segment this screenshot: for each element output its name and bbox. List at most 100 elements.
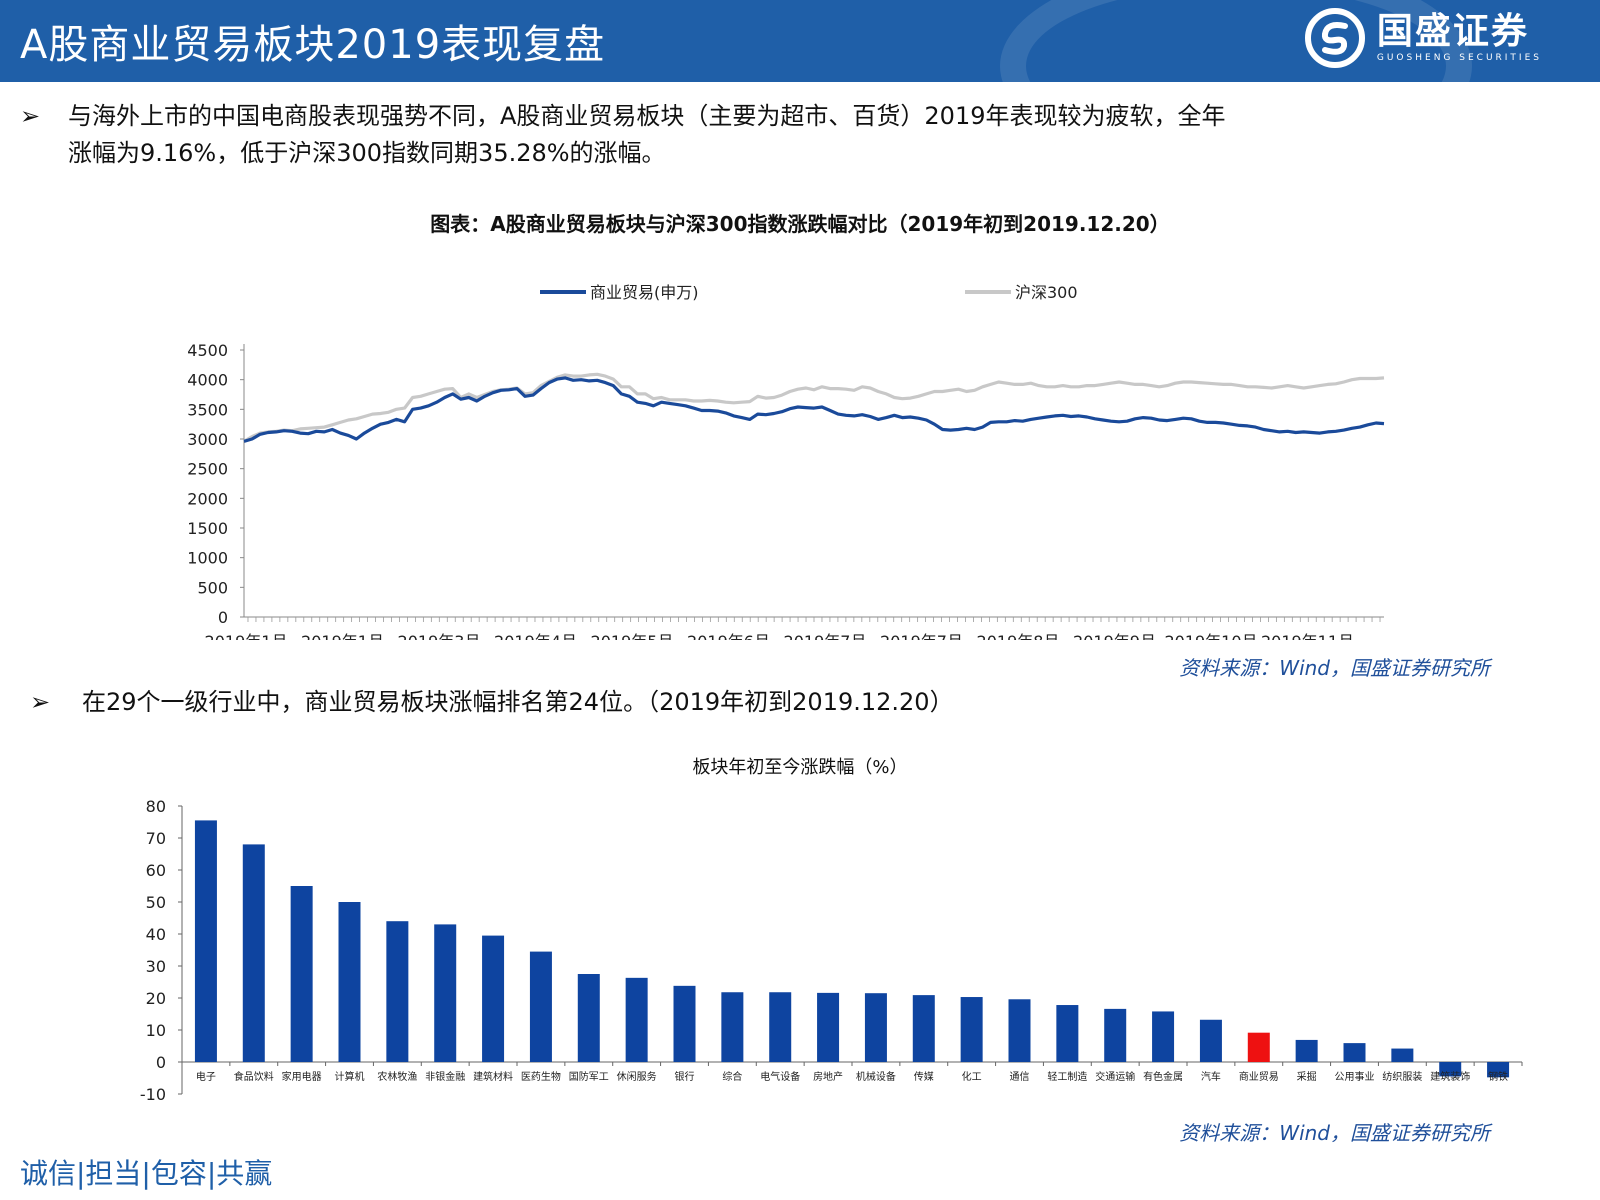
category-label: 农林牧渔 <box>377 1070 417 1083</box>
x-tick-label: 2019年7月 <box>784 632 867 640</box>
footer-slogan: 诚信|担当|包容|共赢 <box>20 1157 273 1190</box>
bullet-2-text: 在29个一级行业中，商业贸易板块涨幅排名第24位。（2019年初到2019.12… <box>82 688 954 716</box>
bullet-1-line-1: 与海外上市的中国电商股表现强势不同，A股商业贸易板块（主要为超市、百货）2019… <box>68 102 1226 130</box>
bar-10 <box>673 985 696 1062</box>
y-tick-label: 500 <box>197 578 228 597</box>
y-tick-label: 0 <box>218 608 228 627</box>
bar-17 <box>1008 999 1031 1062</box>
category-label: 国防军工 <box>569 1070 609 1083</box>
x-tick-label: 2019年4月 <box>494 632 577 640</box>
bar-13 <box>817 992 840 1062</box>
bar-26 <box>1439 1062 1462 1077</box>
category-label: 传媒 <box>914 1071 934 1083</box>
bar-8 <box>577 974 600 1062</box>
y-tick-label: 40 <box>146 925 166 944</box>
y-tick-label: 30 <box>146 957 166 976</box>
bar-5 <box>434 924 457 1062</box>
category-label: 休闲服务 <box>617 1070 657 1083</box>
y-tick-label: 3000 <box>187 430 228 449</box>
category-label: 食品饮料 <box>234 1070 274 1083</box>
y-tick-label: 80 <box>146 797 166 816</box>
bar-19 <box>1104 1008 1127 1062</box>
category-label: 非银金融 <box>425 1070 465 1083</box>
line-chart-title: 图表：A股商业贸易板块与沪深300指数涨跌幅对比（2019年初到2019.12.… <box>430 212 1170 236</box>
y-tick-label: 2000 <box>187 489 228 508</box>
y-tick-label: 4000 <box>187 371 228 390</box>
page-title: A股商业贸易板块2019表现复盘 <box>20 22 606 68</box>
y-tick-label: 2500 <box>187 460 228 479</box>
bar-14 <box>864 993 887 1062</box>
y-tick-label: -10 <box>140 1085 166 1104</box>
y-tick-label: 60 <box>146 861 166 880</box>
y-tick-label: 50 <box>146 893 166 912</box>
bar-15 <box>912 995 935 1062</box>
series-line-0 <box>243 376 1385 443</box>
category-label: 电子 <box>196 1070 216 1083</box>
category-label: 化工 <box>962 1070 982 1083</box>
bar-25 <box>1391 1048 1414 1062</box>
y-tick-label: 0 <box>156 1053 166 1072</box>
x-tick-label: 2019年1月 <box>205 632 288 640</box>
category-label: 综合 <box>722 1070 742 1083</box>
bar-1 <box>242 844 265 1062</box>
category-label: 钢铁 <box>1488 1070 1508 1083</box>
bar-6 <box>482 935 505 1062</box>
bar-23 <box>1295 1039 1318 1062</box>
bar-21 <box>1199 1019 1222 1062</box>
legend-label-0: 商业贸易(申万) <box>590 283 699 302</box>
category-label: 家用电器 <box>282 1070 322 1083</box>
guosheng-logo-icon <box>1304 8 1365 68</box>
company-logo: 国盛证券 GUOSHENG SECURITIES <box>1304 8 1542 68</box>
y-tick-label: 20 <box>146 989 166 1008</box>
bar-4 <box>386 921 409 1062</box>
category-label: 医药生物 <box>521 1070 561 1083</box>
x-tick-label: 2019年11月 <box>1261 632 1354 640</box>
category-label: 汽车 <box>1201 1070 1221 1083</box>
category-label: 商业贸易 <box>1239 1070 1279 1083</box>
chart-source-2: 资料来源：Wind，国盛证券研究所 <box>1179 1121 1490 1145</box>
category-label: 建筑材料 <box>473 1070 513 1083</box>
category-label: 机械设备 <box>856 1070 896 1083</box>
bar-12 <box>769 992 792 1062</box>
category-label: 电气设备 <box>760 1070 800 1083</box>
category-label: 计算机 <box>335 1070 365 1083</box>
category-label: 银行 <box>675 1070 695 1083</box>
bar-2 <box>290 886 313 1062</box>
x-tick-label: 2019年7月 <box>880 632 963 640</box>
category-label: 建筑装饰 <box>1430 1070 1470 1083</box>
bar-chart: -10 0 10 20 30 40 50 60 70 80 电子 食品饮料 家用电器 计算机 农林牧渔 非银金… <box>140 797 1523 1104</box>
bar-0 <box>194 820 217 1062</box>
y-tick-label: 1500 <box>187 519 228 538</box>
x-tick-label: 2019年5月 <box>591 632 674 640</box>
line-chart: 商业贸易(申万) 沪深300 0 500 1000 1500 2000 2500 3000 350… <box>187 283 1385 640</box>
x-tick-label: 2019年8月 <box>977 632 1060 640</box>
arrow-bullet-icon: ➢ <box>20 102 41 130</box>
legend-label-1: 沪深300 <box>1015 283 1078 302</box>
category-label: 轻工制造 <box>1047 1070 1087 1083</box>
bar-11 <box>721 992 744 1062</box>
x-tick-label: 2019年3月 <box>398 632 481 640</box>
bar-3 <box>338 902 361 1062</box>
x-tick-label: 2019年6月 <box>687 632 770 640</box>
category-label: 交通运输 <box>1095 1070 1135 1083</box>
bar-24 <box>1343 1043 1366 1062</box>
bar-27 <box>1487 1062 1510 1078</box>
bar-16 <box>960 997 983 1062</box>
x-tick-label: 2019年9月 <box>1073 632 1156 640</box>
y-tick-label: 70 <box>146 829 166 848</box>
category-label: 有色金属 <box>1143 1070 1183 1083</box>
y-tick-label: 4500 <box>187 341 228 360</box>
y-tick-label: 3500 <box>187 400 228 419</box>
y-tick-label: 10 <box>146 1021 166 1040</box>
category-label: 通信 <box>1010 1071 1030 1083</box>
bar-chart-title: 板块年初至今涨跌幅（%） <box>692 757 908 778</box>
category-label: 房地产 <box>813 1070 843 1083</box>
category-label: 公用事业 <box>1335 1070 1375 1083</box>
header-bar: A股商业贸易板块2019表现复盘 国盛证券 GUOSHENG SECURITIE… <box>0 0 1600 82</box>
chart-source-1: 资料来源：Wind，国盛证券研究所 <box>1179 656 1490 680</box>
bar-9 <box>625 977 648 1062</box>
arrow-bullet-icon: ➢ <box>30 688 51 716</box>
x-tick-label: 2019年1月 <box>301 632 384 640</box>
bullet-1-line-2: 涨幅为9.16%，低于沪深300指数同期35.28%的涨幅。 <box>68 139 666 167</box>
bar-18 <box>1056 1005 1079 1062</box>
